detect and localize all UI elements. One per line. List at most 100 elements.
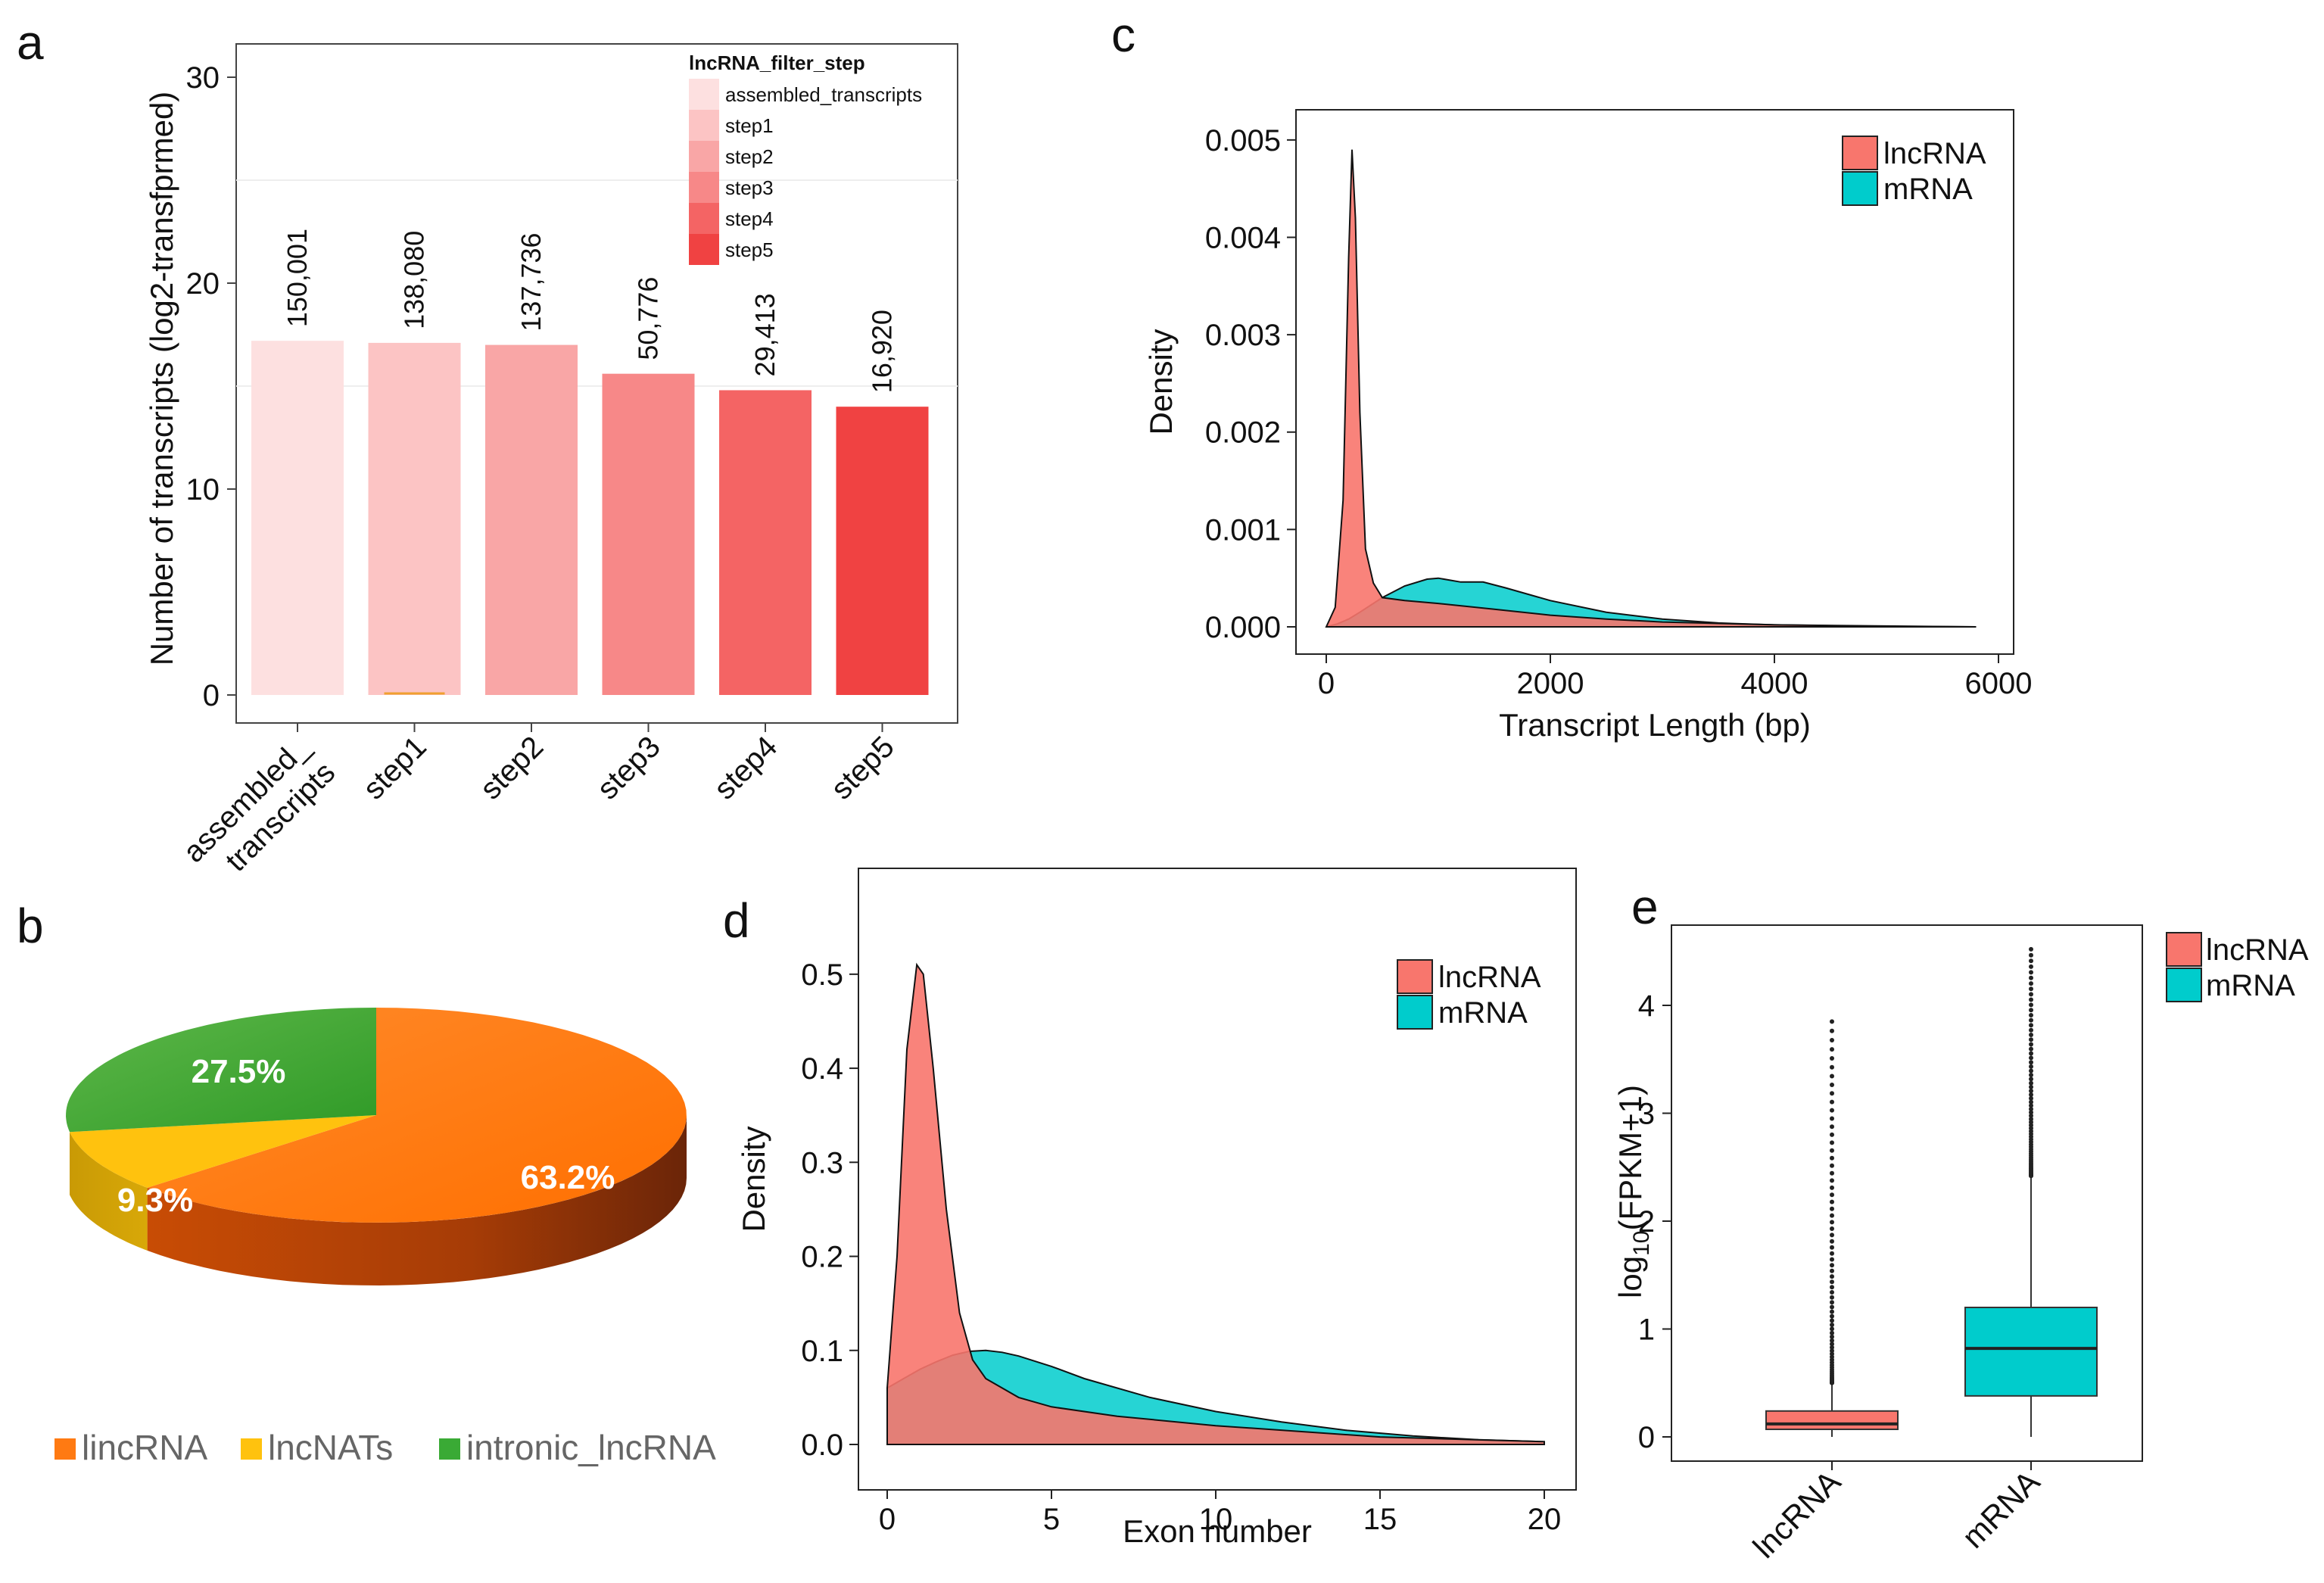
bar-3 [485, 344, 578, 695]
bar-value-label: 50,776 [633, 277, 664, 360]
outlier-point [1830, 1064, 1834, 1070]
y-tick-label: 0.005 [1205, 124, 1281, 157]
outlier-point [2029, 1117, 2033, 1122]
x-tick-label-a: step5 [825, 730, 901, 806]
outlier-point [2029, 1017, 2033, 1023]
outlier-point [1830, 1213, 1834, 1218]
outlier-point [1830, 1274, 1834, 1279]
legend-swatch [1842, 136, 1878, 170]
outlier-point [1830, 1074, 1834, 1079]
bar-value-label: 137,736 [516, 232, 547, 331]
outlier-point [2029, 975, 2033, 980]
legend-swatch-a [689, 141, 719, 172]
pie-side-lincRNA [147, 1115, 687, 1285]
outlier-point [1830, 1239, 1834, 1244]
bar-value-label: 29,413 [749, 293, 780, 376]
legend-label: lncRNA [1883, 137, 1986, 170]
legend-swatch-e [2166, 932, 2202, 967]
legend-label-a: step1 [725, 114, 774, 137]
outlier-point [1830, 1232, 1834, 1238]
legend-swatch [1842, 171, 1878, 206]
y-tick-label-e: 4 [1638, 989, 1655, 1023]
panel-letter-e: e [1631, 880, 1659, 934]
x-tick-label-a: step4 [708, 730, 783, 806]
outlier-point [1830, 1199, 1834, 1204]
x-tick-label: 2000 [1517, 667, 1584, 700]
y-tick-label: 0.2 [801, 1241, 843, 1274]
y-tick-label: 0.000 [1205, 611, 1281, 644]
outlier-point [1830, 1300, 1834, 1305]
outlier-point [2029, 1099, 2033, 1105]
outlier-point [1830, 1220, 1834, 1225]
pie-legend-swatch [439, 1438, 460, 1460]
outlier-point [1830, 1263, 1834, 1268]
outlier-point [1830, 1345, 1834, 1350]
pie-value-label: 9.3% [117, 1182, 193, 1219]
box-mRNA [1964, 1307, 2098, 1397]
y-tick-label: 0.1 [801, 1335, 843, 1368]
bar-6 [836, 407, 929, 695]
outlier-point [2029, 981, 2033, 986]
pie-slice-intronic-lncRNA [66, 1008, 376, 1133]
outlier-point [1830, 1170, 1834, 1176]
outlier-point [1830, 1056, 1834, 1061]
x-tick-label-a: step2 [474, 730, 550, 806]
y-tick-label: 0.5 [801, 958, 843, 992]
x-tick-label-a: step1 [357, 730, 433, 806]
x-tick-label: 5 [1043, 1503, 1060, 1536]
outlier-point [2029, 1060, 2033, 1065]
outlier-point [2029, 1051, 2033, 1056]
outlier-point [2029, 1008, 2033, 1013]
box-lncRNA [1765, 1410, 1899, 1431]
outlier-point [1830, 1132, 1834, 1137]
x-tick-label: 4000 [1741, 667, 1808, 700]
pie-chart-panel-b: 63.2% 9.3% 27.5% lincRNA lncNATs intronic_lnc… [55, 1008, 716, 1467]
density-area-lncRNA [886, 962, 1545, 1445]
outlier-point [1830, 1290, 1834, 1295]
x-tick-label: 15 [1363, 1503, 1397, 1536]
outlier-point [1830, 1309, 1834, 1314]
y-axis-title-part: (FPKM+1) [1612, 1085, 1648, 1231]
bar-value-label: 16,920 [867, 310, 898, 393]
outlier-point [1830, 1341, 1834, 1347]
outlier-point [1830, 1279, 1834, 1285]
outlier-point [1830, 1148, 1834, 1153]
y-tick-label-e: 3 [1638, 1098, 1655, 1131]
pie-legend-label: lincRNA [82, 1428, 207, 1467]
y-axis-title-e: log10(FPKM+1) [1612, 1085, 1654, 1298]
outlier-point [1830, 1323, 1834, 1327]
outlier-point [1830, 1330, 1834, 1335]
y-axis-title-part: log [1612, 1256, 1648, 1298]
outlier-point [1830, 1178, 1834, 1183]
y-tick-label-e: 1 [1638, 1313, 1655, 1347]
y-tick-label: 0.0 [801, 1429, 843, 1462]
x-tick-label: 0 [1318, 667, 1335, 700]
legend-swatch [1397, 995, 1433, 1030]
outlier-point [2029, 992, 2033, 997]
outlier-point [2029, 946, 2033, 952]
outlier-point [2029, 1084, 2033, 1089]
legend-label-e: mRNA [2206, 969, 2295, 1002]
legend-swatch-a [689, 203, 719, 234]
y-tick-label: 0.3 [801, 1146, 843, 1179]
outlier-point [2029, 1110, 2033, 1115]
legend-label-a: step3 [725, 176, 774, 199]
outlier-point [2029, 1046, 2033, 1052]
outlier-point [1830, 1313, 1834, 1319]
pie-value-label: 63.2% [521, 1159, 615, 1196]
outlier-point [2029, 1023, 2033, 1028]
outlier-point [1830, 1091, 1834, 1096]
outlier-point [1830, 1338, 1834, 1343]
legend-label-e: lncRNA [2206, 933, 2309, 967]
pie-value-label: 27.5% [192, 1053, 286, 1090]
x-tick-label-a: assembled_transcripts [177, 730, 342, 895]
outlier-point [1830, 1348, 1834, 1354]
bar-5 [719, 390, 812, 695]
y-tick-label: 0.003 [1205, 319, 1281, 352]
pie-legend-swatch [55, 1438, 76, 1460]
outlier-point [1830, 1295, 1834, 1300]
outlier-point [2029, 1033, 2033, 1037]
legend-label: mRNA [1438, 996, 1528, 1030]
outlier-point [2029, 1095, 2033, 1101]
